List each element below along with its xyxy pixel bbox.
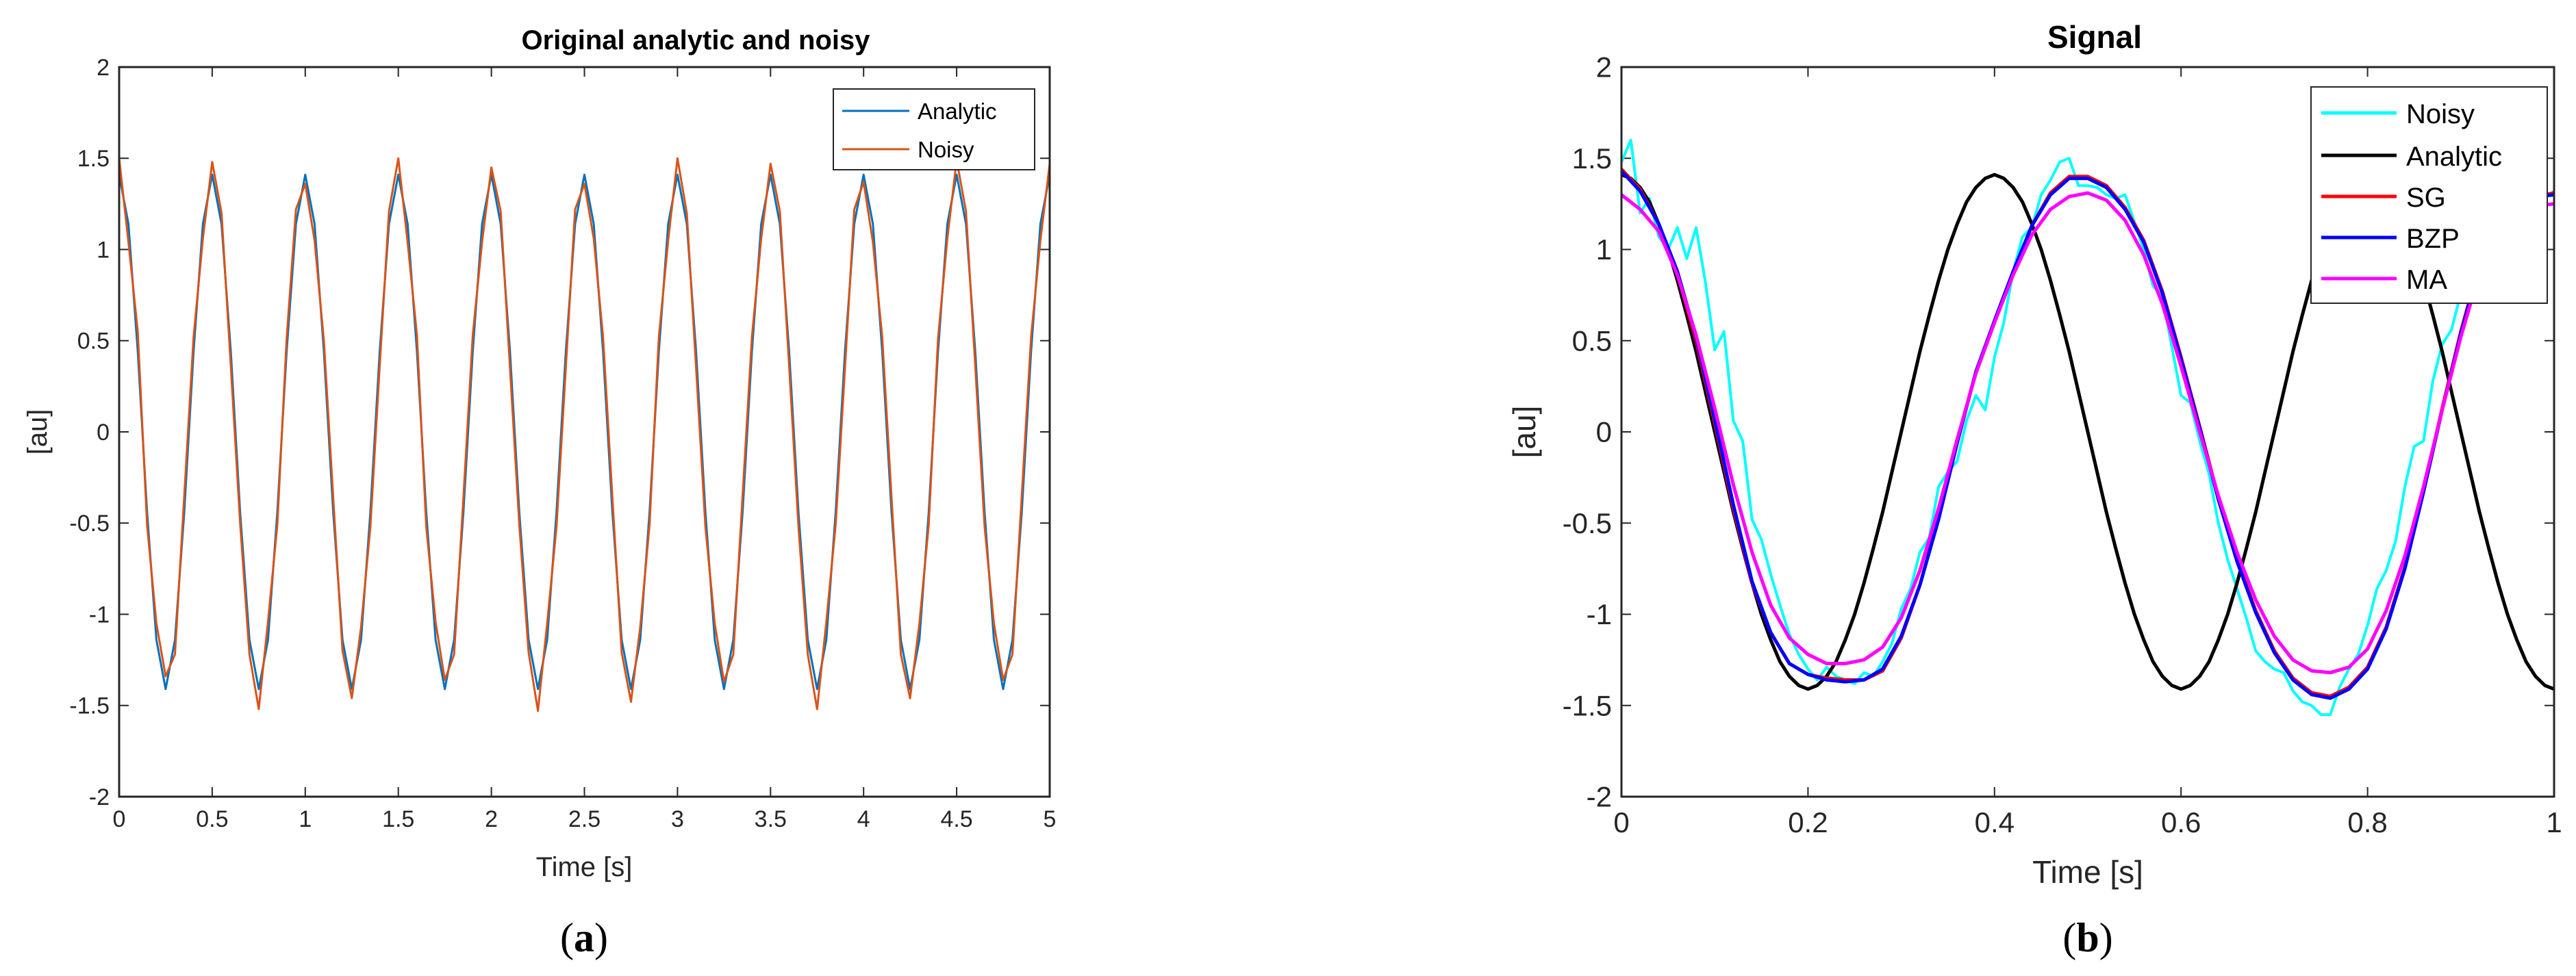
chart-a-ytick-label-3: -0.5 (69, 511, 110, 537)
chart-b-xtick-label-1: 0.2 (1788, 806, 1828, 838)
chart-b-ytick-label-8: 2 (1596, 51, 1612, 84)
chart-a-xtick-label-3: 1.5 (382, 806, 414, 832)
chart-b-legend: Noisy Analytic SG BZP MA (2310, 86, 2548, 304)
chart-b-ytick-label-3: -0.5 (1563, 507, 1612, 539)
chart-a-ytick-label-7: 1.5 (77, 146, 110, 172)
chart-b-ytick-label-1: -1.5 (1563, 689, 1612, 721)
chart-b-ytick-label-7: 1.5 (1572, 142, 1612, 175)
chart-b-series-noisy-line (1620, 138, 2555, 717)
panel-b: Signal 0 0.2 0.4 0.6 0.8 1 -2 -1.5 -1 -0.5 0 0.5 1 1.… (1506, 19, 2562, 960)
chart-a-axes-box (118, 66, 1051, 798)
chart-a-title: Original analytic and noisy (521, 25, 870, 55)
chart-b-xtick-label-2: 0.4 (1975, 806, 2015, 838)
chart-b-legend-label-sg: SG (2406, 183, 2446, 213)
caption-a-letter: a (574, 915, 594, 960)
chart-b-title: Signal (2047, 19, 2142, 55)
chart-a-ytick-label-4: 0 (97, 420, 110, 446)
chart-a-ytick-label-8: 2 (97, 55, 110, 81)
caption-a: (a) (560, 915, 608, 960)
chart-a-xtick-label-5: 2.5 (568, 806, 601, 832)
chart-b-xtick-label-5: 1 (2546, 806, 2562, 838)
chart-a-xtick-label-10: 5 (1044, 806, 1057, 832)
chart-a-xtick-label-6: 3 (671, 806, 684, 832)
chart-a-xtick-label-7: 3.5 (755, 806, 787, 832)
chart-a-xtick-label-9: 4.5 (940, 806, 972, 832)
chart-b-xlabel: Time [s] (2032, 854, 2143, 890)
chart-a-series-noisy-line (118, 157, 1051, 712)
chart-a-legend-label-analytic: Analytic (918, 99, 997, 124)
chart-a-xtick-label-8: 4 (857, 806, 870, 832)
chart-b-series-ma-line (1620, 191, 2555, 675)
chart-a-ytick-label-5: 0.5 (77, 329, 110, 355)
chart-b-axes-box (1620, 66, 2555, 798)
chart-b-ytick-label-5: 0.5 (1572, 324, 1612, 357)
chart-b-legend-label-bzp: BZP (2406, 224, 2460, 254)
chart-b-xtick-label-4: 0.8 (2347, 806, 2387, 838)
caption-b: (b) (2062, 915, 2112, 960)
chart-a-series (118, 157, 1051, 712)
chart-a-ytick-label-2: -1 (89, 602, 110, 628)
chart-b-ticks: 0 0.2 0.4 0.6 0.8 1 -2 -1.5 -1 -0.5 0 0.5 1 1.5 2 (1563, 51, 2562, 838)
chart-a-xtick-label-0: 0 (113, 806, 126, 832)
chart-b-ylabel: [au] (1506, 406, 1542, 459)
chart-a-xtick-label-4: 2 (485, 806, 498, 832)
chart-a-xlabel: Time [s] (536, 852, 633, 882)
panel-a: Original analytic and noisy 0 0.5 1 1.5 2 2.5… (23, 25, 1056, 960)
chart-b-ytick-label-6: 1 (1596, 233, 1612, 266)
chart-a-ytick-label-6: 1 (97, 237, 110, 263)
chart-a-ytick-label-1: -1.5 (69, 693, 110, 719)
chart-b-xtick-label-0: 0 (1613, 806, 1629, 838)
chart-a-ylabel: [au] (23, 409, 53, 455)
chart-a-ticks: 0 0.5 1 1.5 2 2.5 3 3.5 4 4.5 5 -2 -1.5 -1 -0.5 0 0.5 1 1.… (69, 55, 1056, 832)
chart-b-legend-label-analytic: Analytic (2406, 142, 2502, 172)
chart-b-legend-label-noisy: Noisy (2406, 99, 2475, 129)
chart-b-ytick-label-2: -1 (1587, 598, 1612, 630)
chart-a-legend: Analytic Noisy (833, 88, 1035, 170)
chart-b-ytick-label-4: 0 (1596, 416, 1612, 448)
chart-a-legend-box (833, 88, 1035, 170)
chart-a-xtick-label-2: 1 (299, 806, 312, 832)
chart-b-legend-label-ma: MA (2406, 265, 2447, 295)
chart-a-xtick-label-1: 0.5 (196, 806, 228, 832)
caption-b-letter: b (2076, 915, 2099, 960)
chart-b-xtick-label-3: 0.6 (2161, 806, 2201, 838)
chart-b-series-bzp-line (1620, 170, 2555, 700)
chart-a-ytick-label-0: -2 (89, 784, 110, 810)
chart-a-legend-label-noisy: Noisy (918, 137, 974, 162)
chart-b-ytick-label-0: -2 (1587, 781, 1612, 813)
